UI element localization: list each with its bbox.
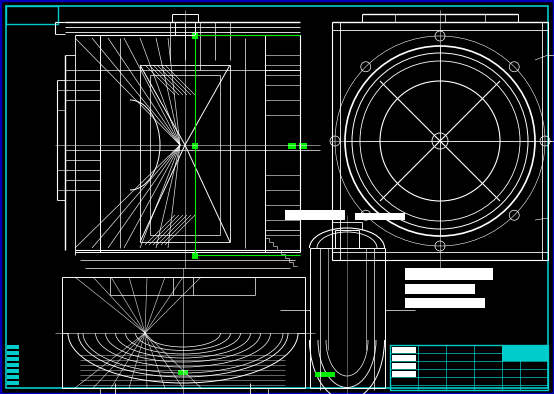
Bar <box>315 372 335 377</box>
Bar <box>192 143 198 149</box>
Bar <box>405 268 493 280</box>
Bar <box>178 370 188 375</box>
Bar <box>288 143 296 149</box>
Bar <box>405 284 475 294</box>
Bar <box>299 143 307 149</box>
Bar <box>392 347 416 353</box>
Bar <box>7 351 19 355</box>
Bar <box>390 345 548 390</box>
Bar <box>7 363 19 367</box>
Bar <box>392 371 416 377</box>
Bar <box>7 375 19 379</box>
Bar <box>392 355 416 361</box>
Bar <box>405 298 485 308</box>
Bar <box>7 345 19 349</box>
Bar <box>7 357 19 361</box>
Bar <box>192 253 198 259</box>
Bar <box>192 33 198 39</box>
Bar <box>6 6 58 24</box>
Bar <box>355 213 405 220</box>
Bar <box>7 369 19 373</box>
Bar <box>285 210 345 220</box>
Bar <box>7 381 19 385</box>
Bar <box>502 345 548 361</box>
Bar <box>392 363 416 369</box>
